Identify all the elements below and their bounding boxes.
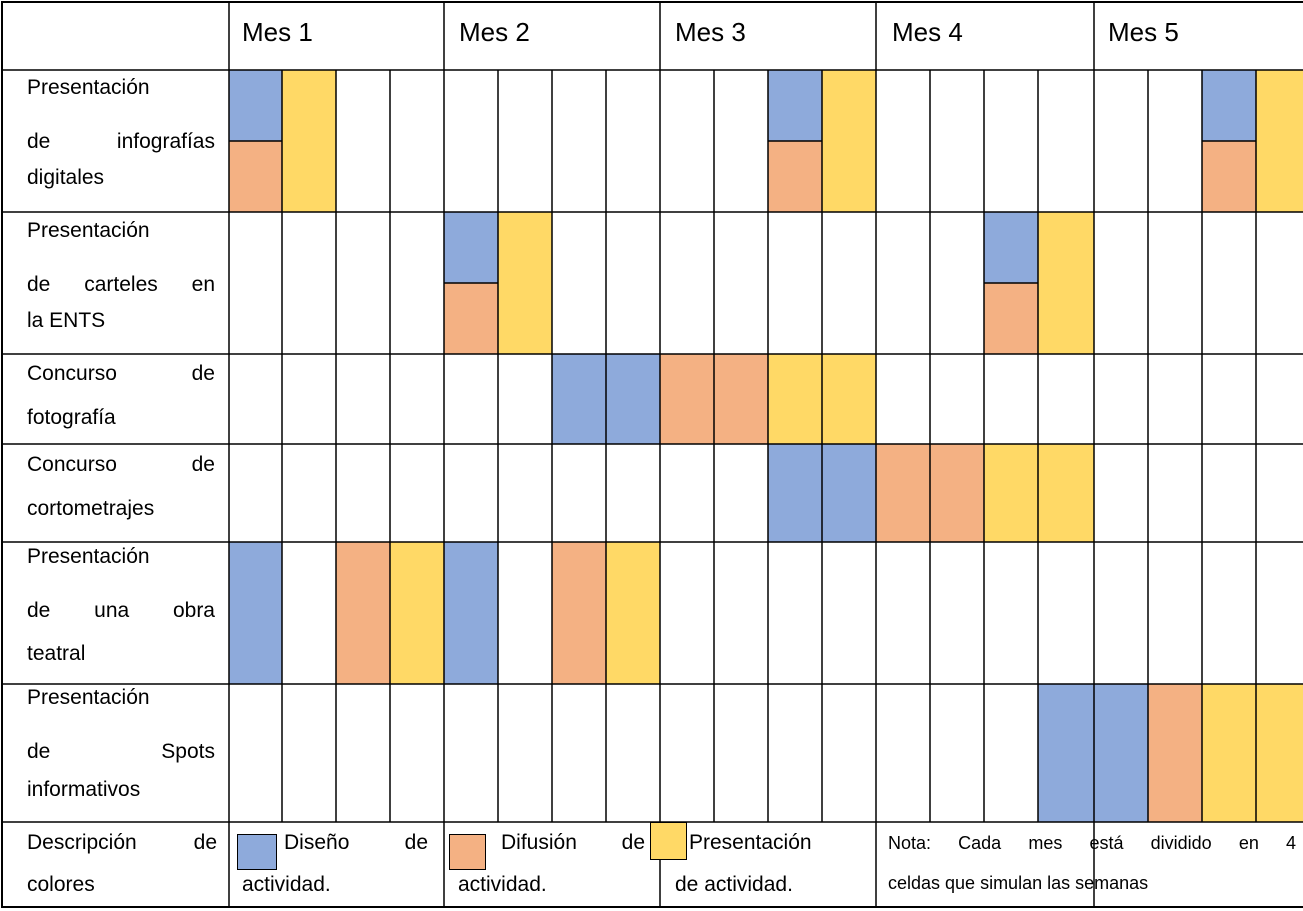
cell-presentation-week-20 bbox=[1256, 70, 1303, 212]
activity-5-line-3: teatral bbox=[27, 642, 86, 665]
cell-design-week-15 bbox=[984, 212, 1038, 283]
month-header-4: Mes 4 bbox=[892, 17, 963, 47]
activity-3-line-2: fotografía bbox=[27, 406, 116, 429]
cell-diffusion-week-5 bbox=[444, 283, 498, 354]
cell-diffusion-week-9 bbox=[660, 354, 714, 444]
activity-5-line-1: Presentación bbox=[27, 545, 150, 568]
cell-design-week-16 bbox=[1038, 684, 1094, 822]
legend-presentation-line-1: Presentación bbox=[689, 831, 812, 854]
cell-presentation-week-8 bbox=[606, 542, 660, 684]
cell-design-week-1 bbox=[229, 70, 282, 141]
cell-diffusion-week-1 bbox=[229, 141, 282, 212]
cell-presentation-week-16 bbox=[1038, 212, 1094, 354]
cell-design-week-11 bbox=[768, 444, 822, 542]
legend-note-line-2: celdas que simulan las semanas bbox=[888, 873, 1149, 893]
activity-6-line-2: de Spots bbox=[27, 740, 215, 763]
cell-diffusion-week-11 bbox=[768, 141, 822, 212]
cell-diffusion-week-18 bbox=[1148, 684, 1202, 822]
activity-1-line-1: Presentación bbox=[27, 76, 150, 99]
cell-presentation-week-12 bbox=[822, 354, 876, 444]
activity-2-line-3: la ENTS bbox=[27, 309, 106, 332]
legend-design-swatch bbox=[237, 834, 277, 870]
legend-presentation-swatch bbox=[650, 822, 687, 860]
activity-3-line-1: Concurso de bbox=[27, 362, 215, 385]
cell-design-week-12 bbox=[822, 444, 876, 542]
cell-design-week-11 bbox=[768, 70, 822, 141]
month-header-5: Mes 5 bbox=[1108, 17, 1179, 47]
legend-design-line-1: Diseño de bbox=[284, 831, 428, 854]
cell-presentation-week-6 bbox=[498, 212, 552, 354]
cell-design-week-19 bbox=[1202, 70, 1256, 141]
cell-presentation-week-15 bbox=[984, 444, 1038, 542]
cell-diffusion-week-19 bbox=[1202, 141, 1256, 212]
legend-title-line-1: Descripción de bbox=[27, 831, 217, 854]
cell-presentation-week-19 bbox=[1202, 684, 1256, 822]
legend-presentation-line-2: de actividad. bbox=[675, 873, 793, 896]
cell-design-week-8 bbox=[606, 354, 660, 444]
cell-presentation-week-20 bbox=[1256, 684, 1303, 822]
activity-2-line-1: Presentación bbox=[27, 219, 150, 242]
activity-5-line-2: de una obra bbox=[27, 599, 215, 622]
cell-diffusion-week-7 bbox=[552, 542, 606, 684]
cell-presentation-week-12 bbox=[822, 70, 876, 212]
legend-diffusion-line-1: Difusión de bbox=[501, 831, 645, 854]
activity-1-line-2: de infografías bbox=[27, 130, 215, 153]
cell-design-week-7 bbox=[552, 354, 606, 444]
cell-design-week-5 bbox=[444, 212, 498, 283]
activity-6-line-3: informativos bbox=[27, 778, 141, 801]
cell-presentation-week-16 bbox=[1038, 444, 1094, 542]
cell-presentation-week-11 bbox=[768, 354, 822, 444]
activity-4-line-1: Concurso de bbox=[27, 453, 215, 476]
activity-4-line-2: cortometrajes bbox=[27, 497, 155, 520]
legend-note-line-1: Nota: Cada mes está dividido en 4 bbox=[888, 833, 1296, 853]
cell-presentation-week-2 bbox=[282, 70, 336, 212]
month-header-1: Mes 1 bbox=[242, 17, 313, 47]
cell-diffusion-week-13 bbox=[876, 444, 930, 542]
activity-1-line-3: digitales bbox=[27, 166, 105, 189]
activity-2-line-2: de carteles en bbox=[27, 273, 215, 296]
cell-presentation-week-4 bbox=[390, 542, 444, 684]
cell-diffusion-week-15 bbox=[984, 283, 1038, 354]
cell-design-week-5 bbox=[444, 542, 498, 684]
cell-design-week-1 bbox=[229, 542, 282, 684]
legend-diffusion-line-2: actividad. bbox=[458, 873, 547, 896]
legend-title-line-2: colores bbox=[27, 873, 95, 896]
cell-diffusion-week-3 bbox=[336, 542, 390, 684]
activity-6-line-1: Presentación bbox=[27, 686, 150, 709]
cell-design-week-17 bbox=[1094, 684, 1148, 822]
month-header-2: Mes 2 bbox=[459, 17, 530, 47]
legend-diffusion-swatch bbox=[449, 834, 486, 870]
cell-diffusion-week-14 bbox=[930, 444, 984, 542]
legend-design-line-2: actividad. bbox=[242, 873, 331, 896]
month-header-3: Mes 3 bbox=[675, 17, 746, 47]
cell-diffusion-week-10 bbox=[714, 354, 768, 444]
